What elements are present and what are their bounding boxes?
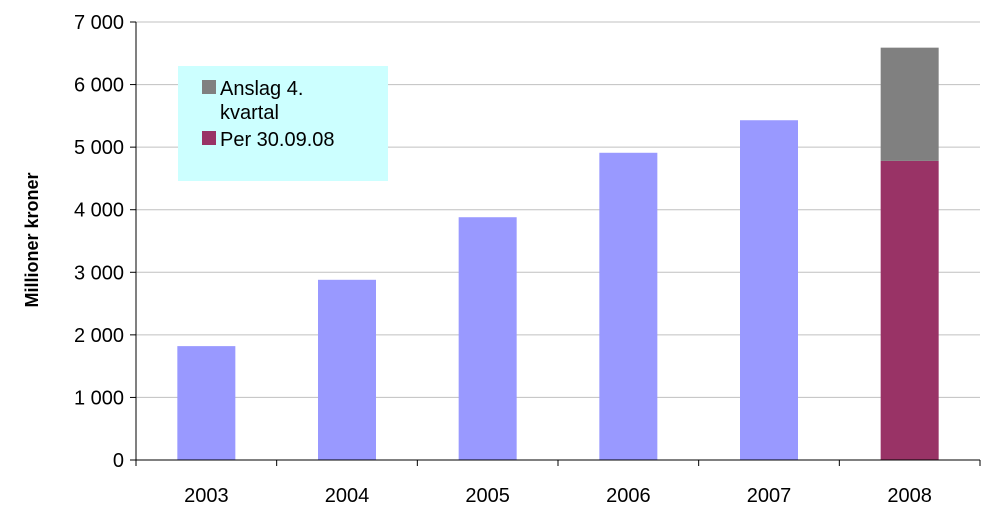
x-tick-label: 2008: [887, 485, 932, 507]
y-tick-labels: 0 1 000 2 000 3 000 4 000 5 000 6 000 7 000: [74, 12, 124, 472]
legend-swatch: [202, 80, 216, 94]
y-tick-label: 0: [113, 450, 124, 472]
bars: [177, 47, 939, 460]
bar-2007: [740, 120, 798, 460]
y-tick-label: 6 000: [74, 75, 124, 97]
x-tick-label: 2007: [747, 485, 792, 507]
y-tick-label: 2 000: [74, 325, 124, 347]
legend-label: Anslag 4.: [220, 78, 303, 100]
bar-2008: [880, 160, 939, 460]
x-tick-label: 2004: [325, 485, 370, 507]
x-tick-label: 2003: [184, 485, 229, 507]
legend: Anslag 4.kvartal Per 30.09.08: [178, 66, 388, 181]
x-tick-labels: 2003 2004 2005 2006 2007 2008: [184, 485, 932, 507]
legend-label: kvartal: [220, 102, 279, 124]
bar-2008: [880, 47, 939, 161]
y-tick-label: 4 000: [74, 200, 124, 222]
y-tick-label: 3 000: [74, 262, 124, 284]
bar-2004: [318, 279, 376, 460]
y-tick-label: 1 000: [74, 387, 124, 409]
y-tick-label: 7 000: [74, 12, 124, 34]
bar-2003: [177, 346, 236, 460]
bar-2006: [599, 152, 658, 460]
x-tick-label: 2006: [606, 485, 651, 507]
x-tick-label: 2005: [465, 485, 510, 507]
y-axis-title: Millioner kroner: [22, 172, 42, 307]
axes: [130, 21, 981, 466]
y-tick-label: 5 000: [74, 137, 124, 159]
bar-2005: [458, 217, 517, 460]
legend-swatch: [202, 131, 216, 145]
legend-label: Per 30.09.08: [220, 129, 335, 151]
